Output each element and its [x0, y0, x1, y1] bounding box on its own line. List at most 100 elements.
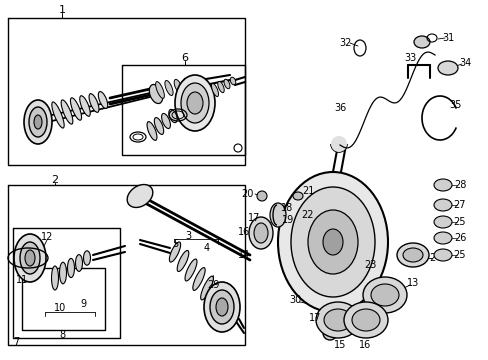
Ellipse shape — [169, 242, 180, 262]
Ellipse shape — [248, 217, 272, 249]
Ellipse shape — [433, 216, 451, 228]
Ellipse shape — [147, 122, 157, 140]
Ellipse shape — [396, 243, 428, 267]
Ellipse shape — [324, 309, 351, 331]
Ellipse shape — [315, 302, 359, 338]
Text: 25: 25 — [453, 217, 465, 227]
Ellipse shape — [155, 82, 164, 98]
Text: 27: 27 — [453, 200, 465, 210]
Ellipse shape — [433, 199, 451, 211]
Ellipse shape — [20, 242, 40, 274]
Text: 19: 19 — [281, 215, 293, 225]
Ellipse shape — [175, 75, 215, 131]
Ellipse shape — [51, 266, 59, 290]
Text: 35: 35 — [448, 100, 460, 110]
Ellipse shape — [177, 251, 188, 271]
Ellipse shape — [149, 85, 163, 104]
Text: 17: 17 — [308, 313, 321, 323]
Ellipse shape — [209, 290, 234, 324]
Ellipse shape — [14, 234, 46, 282]
Ellipse shape — [203, 282, 240, 332]
Ellipse shape — [60, 262, 66, 284]
Text: 30: 30 — [288, 295, 301, 305]
Text: 16: 16 — [358, 340, 370, 350]
Text: 4: 4 — [203, 243, 210, 253]
Ellipse shape — [433, 249, 451, 261]
Text: 16: 16 — [237, 227, 250, 237]
Ellipse shape — [192, 267, 205, 291]
Text: 36: 36 — [333, 103, 346, 113]
Ellipse shape — [211, 84, 218, 96]
Ellipse shape — [183, 78, 190, 90]
Ellipse shape — [61, 100, 73, 124]
Ellipse shape — [181, 83, 208, 123]
Text: 23: 23 — [363, 260, 375, 270]
Text: 22: 22 — [301, 210, 314, 220]
Ellipse shape — [307, 210, 357, 274]
Ellipse shape — [89, 94, 99, 112]
Text: 26: 26 — [453, 233, 465, 243]
Ellipse shape — [278, 172, 387, 312]
Ellipse shape — [269, 203, 285, 227]
Ellipse shape — [29, 107, 47, 137]
Text: 29: 29 — [206, 280, 219, 290]
Text: 3: 3 — [184, 231, 191, 241]
Ellipse shape — [67, 258, 74, 278]
Ellipse shape — [80, 96, 90, 116]
Ellipse shape — [413, 36, 429, 48]
Ellipse shape — [217, 81, 224, 93]
Ellipse shape — [370, 284, 398, 306]
Ellipse shape — [290, 187, 374, 297]
Text: 17: 17 — [247, 213, 260, 223]
Text: 18: 18 — [280, 203, 292, 213]
Ellipse shape — [433, 232, 451, 244]
Text: 21: 21 — [301, 186, 314, 196]
Text: 11: 11 — [16, 275, 28, 285]
Text: 7: 7 — [13, 337, 19, 347]
Ellipse shape — [176, 105, 183, 117]
Ellipse shape — [24, 100, 52, 144]
Ellipse shape — [292, 192, 303, 200]
Ellipse shape — [192, 77, 199, 87]
Ellipse shape — [184, 259, 197, 281]
Ellipse shape — [230, 77, 235, 85]
Ellipse shape — [168, 109, 177, 123]
Text: 14: 14 — [237, 250, 250, 260]
Ellipse shape — [437, 61, 457, 75]
Text: 1: 1 — [59, 5, 65, 15]
Ellipse shape — [323, 326, 336, 340]
Ellipse shape — [83, 251, 90, 265]
Ellipse shape — [433, 179, 451, 191]
Text: 12: 12 — [41, 232, 53, 242]
Text: 6: 6 — [181, 53, 188, 63]
Ellipse shape — [52, 102, 64, 128]
Ellipse shape — [164, 81, 173, 95]
Ellipse shape — [70, 98, 81, 120]
Text: 31: 31 — [441, 33, 453, 43]
Text: 34: 34 — [458, 58, 470, 68]
Text: 24: 24 — [428, 253, 440, 263]
Text: 13: 13 — [406, 278, 418, 288]
Text: 25: 25 — [453, 250, 465, 260]
Ellipse shape — [154, 118, 163, 134]
Ellipse shape — [216, 298, 227, 316]
Ellipse shape — [161, 113, 170, 129]
Ellipse shape — [224, 79, 229, 89]
Ellipse shape — [402, 248, 422, 262]
Ellipse shape — [25, 250, 35, 266]
Text: 15: 15 — [333, 340, 346, 350]
Text: 8: 8 — [59, 330, 65, 340]
Text: 5: 5 — [171, 239, 178, 249]
Ellipse shape — [362, 277, 406, 313]
Ellipse shape — [351, 309, 379, 331]
Ellipse shape — [186, 92, 203, 114]
Ellipse shape — [174, 80, 182, 93]
Text: 20: 20 — [240, 189, 253, 199]
Ellipse shape — [127, 185, 153, 207]
Ellipse shape — [34, 115, 42, 129]
Text: 9: 9 — [80, 299, 86, 309]
Text: 33: 33 — [403, 53, 415, 63]
Ellipse shape — [330, 136, 346, 152]
Ellipse shape — [75, 255, 82, 271]
Ellipse shape — [200, 276, 213, 300]
